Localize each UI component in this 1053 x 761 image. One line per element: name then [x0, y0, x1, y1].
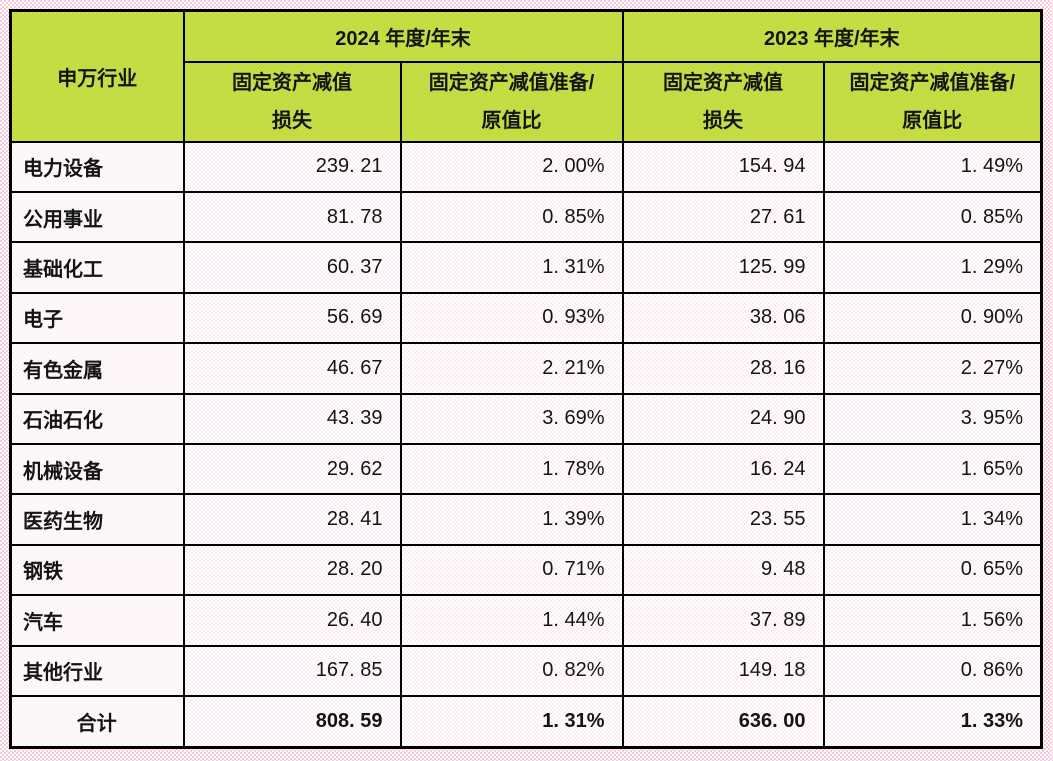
ratio-2024-cell: 1. 78%	[399, 442, 624, 496]
loss-2023-cell: 27. 61	[621, 190, 825, 244]
table-row: 基础化工 60. 37 1. 31% 125. 99 1. 29%	[9, 241, 1043, 294]
loss-2023-cell: 37. 89	[621, 594, 825, 647]
ratio-2024-cell: 2. 21%	[399, 342, 624, 395]
ratio-2023-cell: 1. 56%	[822, 594, 1043, 647]
loss-2024-cell: 28. 20	[182, 543, 402, 597]
loss-2023-cell: 28. 16	[621, 342, 825, 395]
table-row: 其他行业 167. 85 0. 82% 149. 18 0. 86%	[9, 644, 1043, 697]
loss-2024-cell: 46. 67	[182, 342, 402, 395]
ratio-2023-cell: 2. 27%	[822, 342, 1043, 395]
sub-header-ratio-2023: 固定资产减值准备/ 原值比	[822, 60, 1043, 143]
ratio-2024-cell: 1. 39%	[399, 493, 624, 546]
industry-name-cell: 有色金属	[9, 342, 185, 395]
sub-header-line: 固定资产减值准备/	[428, 71, 595, 94]
loss-2023-cell: 125. 99	[621, 241, 825, 294]
sub-header-line: 损失	[703, 109, 744, 132]
sub-header-line: 固定资产减值准备/	[849, 71, 1016, 94]
table-row: 汽车 26. 40 1. 44% 37. 89 1. 56%	[9, 594, 1043, 647]
ratio-2024-cell: 0. 93%	[399, 291, 624, 345]
ratio-2024-cell: 0. 82%	[399, 644, 624, 697]
sub-header-loss-2024: 固定资产减值 损失	[182, 60, 402, 143]
loss-2024-cell: 29. 62	[182, 442, 402, 496]
loss-2023-cell: 9. 48	[621, 543, 825, 597]
industry-name-cell: 钢铁	[9, 543, 185, 597]
loss-2023-cell: 149. 18	[621, 644, 825, 697]
loss-2023-cell: 154. 94	[621, 140, 825, 193]
impairment-table: 申万行业 2024 年度/年末 2023 年度/年末 固定资产减值 损失 固定资…	[9, 9, 1044, 749]
loss-2023-cell: 16. 24	[621, 442, 825, 496]
industry-name-cell: 基础化工	[9, 241, 185, 294]
table-row: 钢铁 28. 20 0. 71% 9. 48 0. 65%	[9, 543, 1043, 597]
industry-name-cell: 汽车	[9, 594, 185, 647]
ratio-2024-cell: 2. 00%	[399, 140, 624, 193]
table-row: 医药生物 28. 41 1. 39% 23. 55 1. 34%	[9, 493, 1043, 546]
ratio-2023-cell: 0. 90%	[822, 291, 1043, 345]
sub-header-line: 固定资产减值	[232, 71, 352, 94]
table-body: 电力设备 239. 21 2. 00% 154. 94 1. 49% 公用事业 81. 78…	[9, 140, 1043, 749]
ratio-2023-cell: 0. 85%	[822, 190, 1043, 244]
loss-2024-cell: 81. 78	[182, 190, 402, 244]
sub-header-ratio-2024: 固定资产减值准备/ 原值比	[399, 60, 624, 143]
ratio-2023-cell: 0. 65%	[822, 543, 1043, 597]
sub-header-loss-2023: 固定资产减值 损失	[621, 60, 825, 143]
ratio-2023-cell: 1. 49%	[822, 140, 1043, 193]
loss-2023-cell: 23. 55	[621, 493, 825, 546]
industry-name-cell: 电力设备	[9, 140, 185, 193]
loss-2024-cell: 43. 39	[182, 392, 402, 445]
ratio-2023-cell: 1. 34%	[822, 493, 1043, 546]
total-ratio-2023-cell: 1. 33%	[822, 694, 1043, 749]
table-row: 公用事业 81. 78 0. 85% 27. 61 0. 85%	[9, 190, 1043, 244]
sub-header-line: 损失	[272, 109, 312, 132]
ratio-2024-cell: 0. 71%	[399, 543, 624, 597]
industry-name-cell: 其他行业	[9, 644, 185, 697]
table-row: 电力设备 239. 21 2. 00% 154. 94 1. 49%	[9, 140, 1043, 193]
ratio-2023-cell: 1. 29%	[822, 241, 1043, 294]
total-loss-2024-cell: 808. 59	[182, 694, 402, 749]
industry-name-cell: 公用事业	[9, 190, 185, 244]
sub-header-line: 原值比	[481, 109, 542, 132]
table-row: 有色金属 46. 67 2. 21% 28. 16 2. 27%	[9, 342, 1043, 395]
industry-name-cell: 石油石化	[9, 392, 185, 445]
table-header: 申万行业 2024 年度/年末 2023 年度/年末 固定资产减值 损失 固定资…	[9, 9, 1043, 143]
year-group-2024: 2024 年度/年末	[182, 9, 624, 63]
ratio-2024-cell: 0. 85%	[399, 190, 624, 244]
loss-2024-cell: 167. 85	[182, 644, 402, 697]
loss-2023-cell: 24. 90	[621, 392, 825, 445]
table-row: 电子 56. 69 0. 93% 38. 06 0. 90%	[9, 291, 1043, 345]
loss-2023-cell: 38. 06	[621, 291, 825, 345]
total-loss-2023-cell: 636. 00	[621, 694, 825, 749]
loss-2024-cell: 28. 41	[182, 493, 402, 546]
total-ratio-2024-cell: 1. 31%	[399, 694, 624, 749]
year-group-2023: 2023 年度/年末	[621, 9, 1043, 63]
year-header-row: 申万行业 2024 年度/年末 2023 年度/年末	[9, 9, 1043, 143]
loss-2024-cell: 26. 40	[182, 594, 402, 647]
total-row: 合计 808. 59 1. 31% 636. 00 1. 33%	[9, 694, 1043, 749]
ratio-2024-cell: 1. 31%	[399, 241, 624, 294]
industry-name-cell: 机械设备	[9, 442, 185, 496]
table-row: 机械设备 29. 62 1. 78% 16. 24 1. 65%	[9, 442, 1043, 496]
sub-header-row: 固定资产减值 损失 固定资产减值准备/ 原值比 固定资产减值 损失 固定资产减值…	[11, 60, 1043, 143]
ratio-2024-cell: 1. 44%	[399, 594, 624, 647]
industry-name-cell: 电子	[9, 291, 185, 345]
sub-header-line: 原值比	[902, 109, 963, 132]
table-row: 石油石化 43. 39 3. 69% 24. 90 3. 95%	[9, 392, 1043, 445]
total-label-cell: 合计	[9, 694, 185, 749]
sub-header-line: 固定资产减值	[663, 71, 784, 94]
ratio-2024-cell: 3. 69%	[399, 392, 624, 445]
loss-2024-cell: 239. 21	[182, 140, 402, 193]
loss-2024-cell: 56. 69	[182, 291, 402, 345]
ratio-2023-cell: 1. 65%	[822, 442, 1043, 496]
ratio-2023-cell: 3. 95%	[822, 392, 1043, 445]
industry-name-cell: 医药生物	[9, 493, 185, 546]
ratio-2023-cell: 0. 86%	[822, 644, 1043, 697]
corner-header-cell: 申万行业	[9, 9, 185, 143]
loss-2024-cell: 60. 37	[182, 241, 402, 294]
